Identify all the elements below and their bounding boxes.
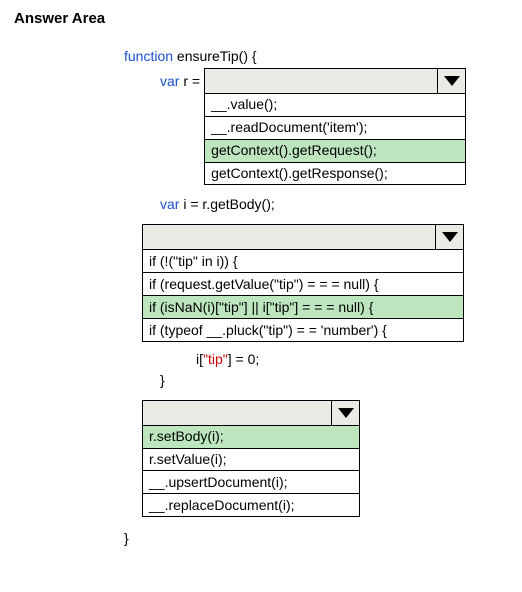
code-line: function ensureTip() { xyxy=(124,47,512,66)
func-name: ensureTip() { xyxy=(173,48,257,64)
itip-tail: ] = 0; xyxy=(228,351,260,367)
dropdown-header[interactable] xyxy=(143,401,359,426)
brace-close: } xyxy=(160,372,165,388)
keyword-function: function xyxy=(124,48,173,64)
code-line: i["tip"] = 0; xyxy=(124,350,512,369)
code-line: } xyxy=(124,529,512,548)
dropdown-option[interactable]: if (isNaN(i)["tip"] || i["tip"] = = = nu… xyxy=(143,295,463,318)
dropdown-option[interactable]: __.replaceDocument(i); xyxy=(143,493,359,516)
dropdown-option[interactable]: r.setBody(i); xyxy=(143,426,359,448)
dropdown-option[interactable]: r.setValue(i); xyxy=(143,448,359,471)
dropdown-option[interactable]: getContext().getRequest(); xyxy=(205,139,465,162)
dropdown-options: if (!("tip" in i)) { if (request.getValu… xyxy=(143,250,463,341)
code-line: var i = r.getBody(); xyxy=(124,195,512,214)
dropdown-option[interactable]: __.readDocument('item'); xyxy=(205,116,465,139)
brace-close: } xyxy=(124,530,129,546)
keyword-var: var xyxy=(160,73,179,89)
dropdown-r-value[interactable]: __.value(); __.readDocument('item'); get… xyxy=(204,68,466,186)
i-equals: i = r.getBody(); xyxy=(179,196,274,212)
dropdown-option[interactable]: if (request.getValue("tip") = = = null) … xyxy=(143,272,463,295)
chevron-down-icon[interactable] xyxy=(437,69,465,93)
dropdown-setbody[interactable]: r.setBody(i); r.setValue(i); __.upsertDo… xyxy=(142,400,360,518)
r-equals: r = xyxy=(179,73,200,89)
code-line: var r = __.value(); __.readDocument('ite… xyxy=(124,68,512,186)
chevron-down-icon[interactable] xyxy=(435,225,463,249)
code-block: function ensureTip() { var r = __.value(… xyxy=(14,47,512,548)
chevron-down-icon[interactable] xyxy=(331,401,359,425)
dropdown-options: __.value(); __.readDocument('item'); get… xyxy=(205,94,465,185)
dropdown-option[interactable]: if (typeof __.pluck("tip") = = 'number')… xyxy=(143,318,463,341)
dropdown-options: r.setBody(i); r.setValue(i); __.upsertDo… xyxy=(143,426,359,517)
answer-area-title: Answer Area xyxy=(14,10,512,27)
dropdown-option[interactable]: getContext().getResponse(); xyxy=(205,162,465,185)
dropdown-selected xyxy=(143,225,435,249)
dropdown-header[interactable] xyxy=(205,69,465,94)
dropdown-option[interactable]: __.upsertDocument(i); xyxy=(143,470,359,493)
code-line: } xyxy=(124,371,512,390)
dropdown-header[interactable] xyxy=(143,225,463,250)
dropdown-selected xyxy=(143,401,331,425)
string-tip: "tip" xyxy=(203,351,228,367)
dropdown-option[interactable]: if (!("tip" in i)) { xyxy=(143,250,463,272)
keyword-var: var xyxy=(160,196,179,212)
dropdown-selected xyxy=(205,69,437,93)
dropdown-option[interactable]: __.value(); xyxy=(205,94,465,116)
dropdown-condition[interactable]: if (!("tip" in i)) { if (request.getValu… xyxy=(142,224,464,342)
itip-pre: i[ xyxy=(196,351,203,367)
